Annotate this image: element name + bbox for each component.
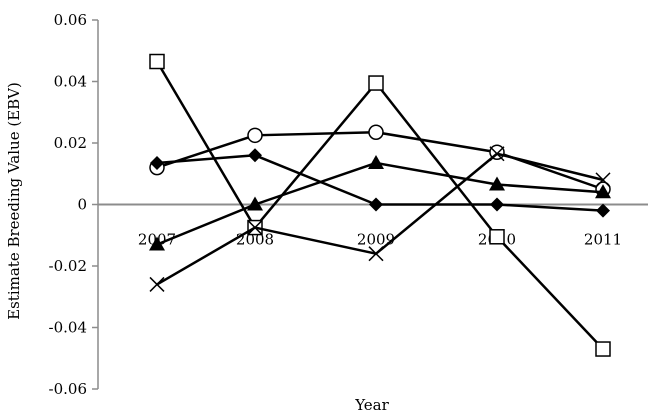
x-marker-stroke [489,146,505,162]
series-open-circle [149,124,611,197]
x-marker [368,246,384,262]
square-marker [368,75,384,91]
square-marker [149,53,165,70]
x-marker [489,146,505,162]
triangle-marker [368,154,384,169]
x-marker-stroke [595,172,611,188]
triangle-marker [247,196,263,211]
x-marker [247,220,263,236]
x-axis-ticks: 20072008200920102011 [138,231,622,249]
y-axis-ticks: -0.06 -0.04 -0.02 0 0.02 0.04 0.06 [49,11,98,398]
series-x [149,146,611,292]
y-tick-label: -0.02 [49,257,87,275]
y-tick-label: 0 [77,196,87,214]
y-tick-label: -0.06 [49,380,87,398]
triangle-marker [149,236,165,251]
x-axis-label: Year [354,396,389,414]
series-line [156,130,604,191]
triangle-marker [489,176,505,191]
diamond-marker [490,197,504,212]
series-filled-triangle [149,154,611,251]
y-tick-label: 0.04 [54,73,87,91]
x-tick-label: 2008 [236,231,274,249]
y-tick-label: -0.04 [49,319,87,337]
x-marker-stroke [247,220,263,236]
diamond-marker [369,197,383,212]
series-filled-diamond [150,148,610,218]
square-marker [595,341,611,357]
x-tick-label: 2009 [357,231,395,249]
x-tick-label: 2011 [584,231,622,249]
series-layer [149,53,611,357]
y-tick-label: 0.02 [54,134,87,152]
diamond-marker [150,155,164,170]
x-marker-stroke [149,276,165,292]
diamond-marker [248,148,262,163]
x-marker [149,276,165,292]
circle-marker [247,127,263,144]
square-marker [489,229,505,245]
x-marker [595,172,611,188]
circle-marker [368,124,384,140]
diamond-marker [596,203,610,218]
y-axis-label: Estimate Breeding Value (EBV) [5,82,23,320]
triangle-marker [595,184,611,199]
x-marker-stroke [368,246,384,262]
y-tick-label: 0.06 [54,11,87,29]
